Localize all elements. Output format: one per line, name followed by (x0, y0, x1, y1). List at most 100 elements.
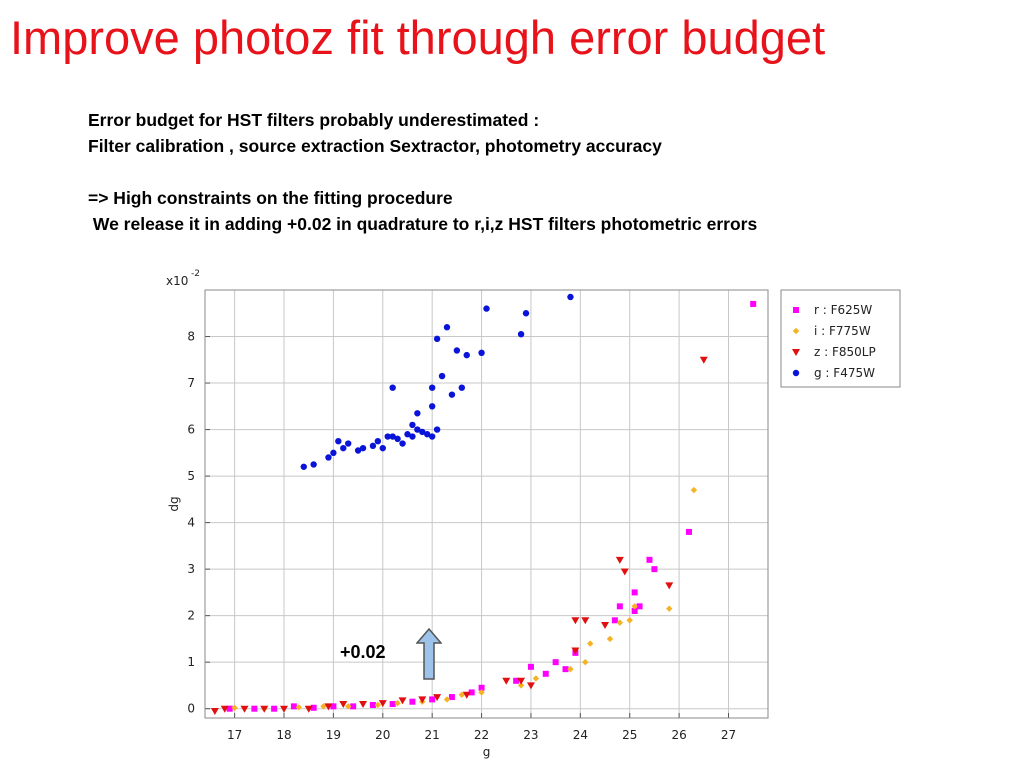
series-3-point (240, 705, 249, 713)
series-2-point (458, 691, 466, 698)
series-4-point (428, 433, 436, 440)
text-line-3: => High constraints on the fitting proce… (88, 188, 453, 208)
series-1-point (468, 689, 475, 696)
series-4-point (325, 454, 332, 461)
series-2-point (295, 704, 303, 711)
series-2-point (582, 658, 589, 666)
series-1-point (409, 698, 416, 705)
series-4-point (567, 293, 574, 301)
y-tick-label: 7 (187, 376, 195, 390)
series-3-point (502, 677, 511, 685)
series-4-point (448, 391, 456, 398)
series-4-point (399, 440, 406, 447)
series-3-point (359, 701, 368, 709)
y-tick-label: 6 (187, 423, 195, 437)
series-1-point (389, 701, 396, 708)
series-1-point (552, 659, 559, 666)
series-1-point (542, 670, 549, 677)
series-1-point (631, 608, 638, 614)
y-multiplier-label: x10 (166, 274, 188, 288)
series-4-point (404, 431, 411, 438)
series-4-point (354, 447, 362, 454)
series-1-point (631, 589, 638, 596)
legend-entry-label: i : F775W (814, 324, 871, 338)
series-4-point (389, 433, 396, 440)
series-4-point (340, 444, 347, 452)
series-3-point (339, 701, 348, 709)
slide-title: Improve photoz fit through error budget (10, 11, 826, 64)
series-1-point (513, 677, 520, 684)
x-tick-label: 18 (276, 728, 291, 742)
series-3-point (462, 691, 471, 699)
series-2-point (478, 689, 485, 696)
y-tick-label: 3 (187, 562, 195, 576)
series-3-point (260, 705, 269, 713)
text-line-1: Error budget for HST filters probably un… (88, 110, 540, 130)
series-2-point (606, 635, 614, 643)
series-3-point (699, 356, 708, 364)
series-1-point (429, 696, 436, 703)
series-2-point (690, 486, 698, 494)
text-line-2: Filter calibration , source extraction S… (88, 136, 662, 156)
series-4-point (517, 330, 525, 338)
series-4-point (359, 444, 367, 452)
series-4-point (428, 384, 436, 391)
x-tick-label: 25 (622, 728, 637, 742)
series-4-point (310, 461, 317, 468)
series-4-point (345, 440, 352, 447)
legend-box (780, 289, 901, 388)
series-2-point (394, 699, 401, 707)
y-tick-label: 8 (187, 330, 195, 344)
series-3-point (433, 694, 442, 702)
x-tick-label: 26 (671, 728, 686, 742)
series-3-point (398, 697, 407, 705)
y-axis-label: dg (167, 496, 181, 511)
series-4-point (419, 428, 426, 436)
series-1-point (448, 694, 455, 701)
series-3-point (615, 556, 624, 564)
series-1-point (616, 603, 623, 610)
x-tick-label: 23 (523, 728, 538, 742)
series-1-point (527, 663, 534, 670)
offset-annotation-label: +0.02 (340, 642, 386, 662)
series-3-point (418, 696, 427, 704)
series-2-point (631, 603, 638, 610)
series-3-point (220, 705, 229, 713)
series-3-point (571, 617, 580, 625)
series-3-point (601, 621, 610, 629)
series-4-point (369, 442, 377, 450)
text-line-4: We release it in adding +0.02 in quadrat… (88, 214, 758, 234)
series-4-point (483, 305, 490, 312)
series-1-point (651, 566, 658, 573)
series-1-point (330, 703, 337, 710)
series-4-point (414, 410, 421, 417)
series-2-point (666, 605, 673, 612)
series-4-point (414, 426, 421, 433)
plot-area (205, 290, 768, 718)
series-3-point (324, 703, 333, 711)
y-tick-label: 1 (187, 655, 195, 669)
series-1-point (562, 666, 569, 673)
series-1-point (611, 617, 618, 624)
series-4-point (463, 351, 470, 359)
series-2-point (231, 704, 238, 711)
x-tick-label: 17 (227, 728, 242, 742)
series-4-point (409, 421, 416, 429)
series-1-point (636, 603, 643, 610)
up-arrow-icon (416, 628, 442, 680)
series-4-point (453, 347, 461, 354)
y-tick-label: 0 (187, 702, 195, 716)
slide-text-block: Error budget for HST filters probably un… (88, 107, 757, 237)
series-2-point (616, 619, 624, 626)
series-1-point (350, 703, 357, 710)
series-3-point (620, 568, 629, 576)
series-1-point (646, 556, 653, 563)
series-4-point (433, 426, 441, 433)
series-4-point (424, 431, 431, 438)
series-2-point (517, 682, 525, 689)
series-4-point (379, 444, 386, 452)
series-2-point (374, 701, 382, 709)
series-4-point (458, 384, 466, 391)
legend-entry-label: r : F625W (814, 303, 872, 317)
series-1-point (369, 701, 376, 708)
